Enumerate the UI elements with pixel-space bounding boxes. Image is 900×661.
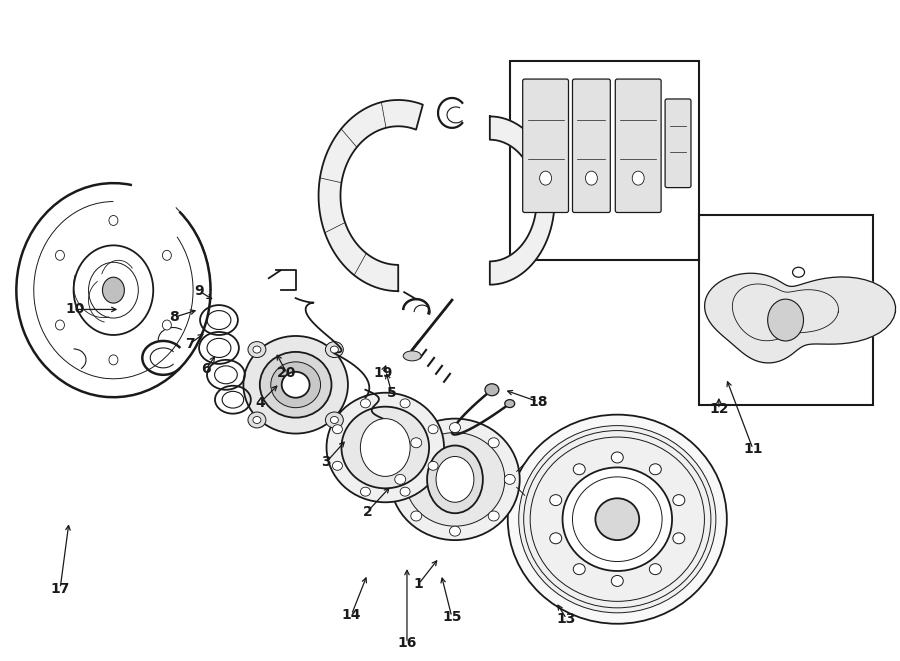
FancyBboxPatch shape <box>523 79 569 212</box>
Ellipse shape <box>395 475 406 485</box>
Ellipse shape <box>260 352 331 418</box>
Ellipse shape <box>504 475 515 485</box>
Ellipse shape <box>488 511 500 521</box>
Ellipse shape <box>282 372 310 398</box>
Text: 10: 10 <box>66 303 86 317</box>
Text: 17: 17 <box>50 582 70 596</box>
Ellipse shape <box>326 342 343 358</box>
Ellipse shape <box>332 425 342 434</box>
Text: 7: 7 <box>185 336 195 351</box>
Bar <box>509 61 699 260</box>
Ellipse shape <box>585 171 598 185</box>
Ellipse shape <box>253 346 261 353</box>
Ellipse shape <box>428 446 483 513</box>
Ellipse shape <box>327 393 444 502</box>
Ellipse shape <box>400 487 410 496</box>
Ellipse shape <box>540 171 552 185</box>
Ellipse shape <box>109 215 118 225</box>
Ellipse shape <box>248 412 266 428</box>
Ellipse shape <box>56 320 65 330</box>
Ellipse shape <box>650 464 662 475</box>
Ellipse shape <box>361 487 371 496</box>
Ellipse shape <box>488 438 500 447</box>
Ellipse shape <box>410 438 422 447</box>
Text: 14: 14 <box>342 608 361 622</box>
Ellipse shape <box>162 251 171 260</box>
Ellipse shape <box>485 384 499 396</box>
Text: 1: 1 <box>414 577 424 591</box>
Ellipse shape <box>56 251 65 260</box>
Ellipse shape <box>162 320 171 330</box>
Ellipse shape <box>449 422 461 432</box>
Text: 13: 13 <box>557 612 576 626</box>
Text: 6: 6 <box>202 362 211 375</box>
Ellipse shape <box>550 533 562 544</box>
Text: 9: 9 <box>194 284 204 298</box>
Ellipse shape <box>611 452 624 463</box>
Polygon shape <box>705 273 896 363</box>
Ellipse shape <box>109 355 118 365</box>
Ellipse shape <box>428 425 438 434</box>
Text: 3: 3 <box>321 455 331 469</box>
Ellipse shape <box>505 400 515 408</box>
Ellipse shape <box>611 576 624 586</box>
Ellipse shape <box>361 399 371 408</box>
Ellipse shape <box>243 336 348 434</box>
Text: 15: 15 <box>442 610 462 624</box>
Text: 20: 20 <box>277 366 297 380</box>
Ellipse shape <box>428 461 438 470</box>
Text: 8: 8 <box>169 310 179 325</box>
Ellipse shape <box>449 526 461 536</box>
Ellipse shape <box>403 351 421 361</box>
Ellipse shape <box>271 362 320 408</box>
Ellipse shape <box>248 342 266 358</box>
Ellipse shape <box>253 416 261 424</box>
Ellipse shape <box>400 399 410 408</box>
Ellipse shape <box>550 494 562 506</box>
Ellipse shape <box>562 467 672 571</box>
FancyBboxPatch shape <box>665 99 691 188</box>
Ellipse shape <box>632 171 644 185</box>
Ellipse shape <box>360 418 410 477</box>
Ellipse shape <box>793 267 805 277</box>
Text: 19: 19 <box>374 366 392 380</box>
Ellipse shape <box>508 414 727 624</box>
Ellipse shape <box>341 407 429 488</box>
Ellipse shape <box>332 461 342 470</box>
Ellipse shape <box>530 437 705 602</box>
Ellipse shape <box>673 494 685 506</box>
Ellipse shape <box>573 464 585 475</box>
Polygon shape <box>319 100 423 291</box>
Text: 4: 4 <box>255 396 265 410</box>
Ellipse shape <box>103 277 124 303</box>
Ellipse shape <box>326 412 343 428</box>
Ellipse shape <box>405 432 505 526</box>
Ellipse shape <box>518 426 716 613</box>
Polygon shape <box>490 116 554 285</box>
Ellipse shape <box>768 299 804 341</box>
Text: 11: 11 <box>743 442 762 456</box>
Text: 5: 5 <box>387 386 397 400</box>
Text: 18: 18 <box>528 395 547 408</box>
Ellipse shape <box>573 564 585 574</box>
FancyBboxPatch shape <box>616 79 662 212</box>
Bar <box>699 215 873 405</box>
Ellipse shape <box>391 418 519 540</box>
Text: 2: 2 <box>363 504 373 518</box>
Ellipse shape <box>330 346 338 353</box>
Ellipse shape <box>596 498 639 540</box>
Ellipse shape <box>650 564 662 574</box>
FancyBboxPatch shape <box>572 79 610 212</box>
Ellipse shape <box>436 457 474 502</box>
Ellipse shape <box>330 416 338 424</box>
Ellipse shape <box>673 533 685 544</box>
Text: 16: 16 <box>397 636 417 650</box>
Ellipse shape <box>410 511 422 521</box>
Text: 12: 12 <box>709 403 729 416</box>
